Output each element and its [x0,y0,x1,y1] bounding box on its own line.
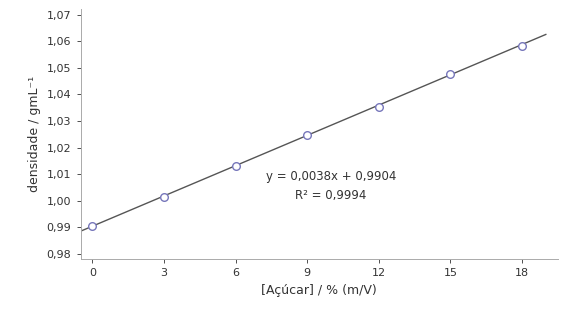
Text: y = 0,0038x + 0,9904
R² = 0,9994: y = 0,0038x + 0,9904 R² = 0,9994 [266,170,396,202]
Y-axis label: densidade / gmL⁻¹: densidade / gmL⁻¹ [28,76,41,192]
X-axis label: [Açúcar] / % (m/V): [Açúcar] / % (m/V) [261,284,377,297]
